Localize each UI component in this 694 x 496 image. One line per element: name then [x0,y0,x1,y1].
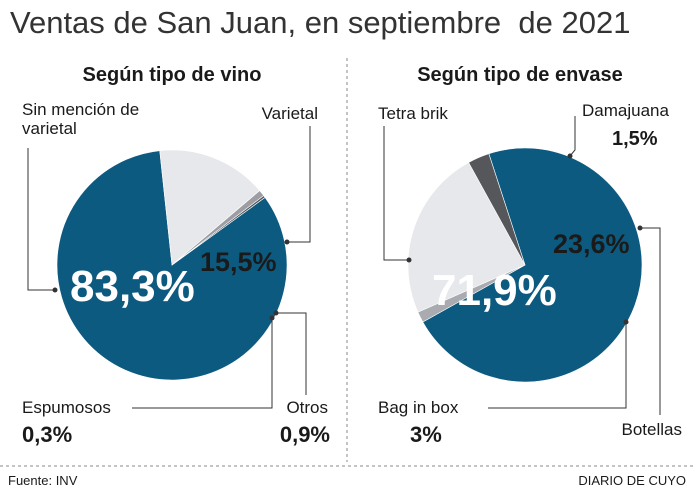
leader-dot [52,287,58,293]
value-label: 0,9% [279,422,330,447]
leader-line [132,318,273,409]
source: Fuente: INV [8,473,78,488]
leader-dot [637,225,643,231]
leader-line [488,322,627,409]
category-label: Tetra brik [378,104,448,123]
pie-slice [422,147,643,383]
pie-slice [159,149,261,266]
pie-slice [407,162,526,313]
pie-title: Según tipo de vino [82,64,262,86]
value-label: 3% [410,422,442,447]
value-label: 0,3% [22,422,73,447]
value-label: 71,9% [432,266,557,315]
value-label: 83,3% [70,262,195,311]
leader-line [287,126,311,243]
credit: DIARIO DE CUYO [578,473,686,488]
category-label: Espumosos [22,398,111,417]
main-title: Ventas de San Juan, en septiembre de 202… [10,5,631,40]
leader-dot [406,257,412,263]
leader-dot [567,153,573,159]
leader-line [383,126,409,261]
category-label: Damajuana [582,101,669,120]
category-label: Varietal [261,104,318,123]
leader-line [27,148,55,291]
leader-line [569,116,576,157]
value-label: 1,5% [612,128,658,150]
leader-dot [623,319,629,325]
category-label: Bag in box [378,398,459,417]
leader-line [640,227,661,415]
leader-dot [269,315,275,321]
leader-dot [273,310,279,316]
leader-line [276,312,307,395]
value-label: 23,6% [553,229,630,259]
category-label: Sin mención de varietal [22,100,140,139]
pie-slice [171,195,266,266]
pie-title: Según tipo de envase [417,64,623,86]
category-label: Botellas [621,420,682,439]
leader-dot [284,239,290,245]
pie-slice [468,153,526,266]
value-label: 15,5% [200,247,277,277]
category-label: Otros [286,398,328,417]
